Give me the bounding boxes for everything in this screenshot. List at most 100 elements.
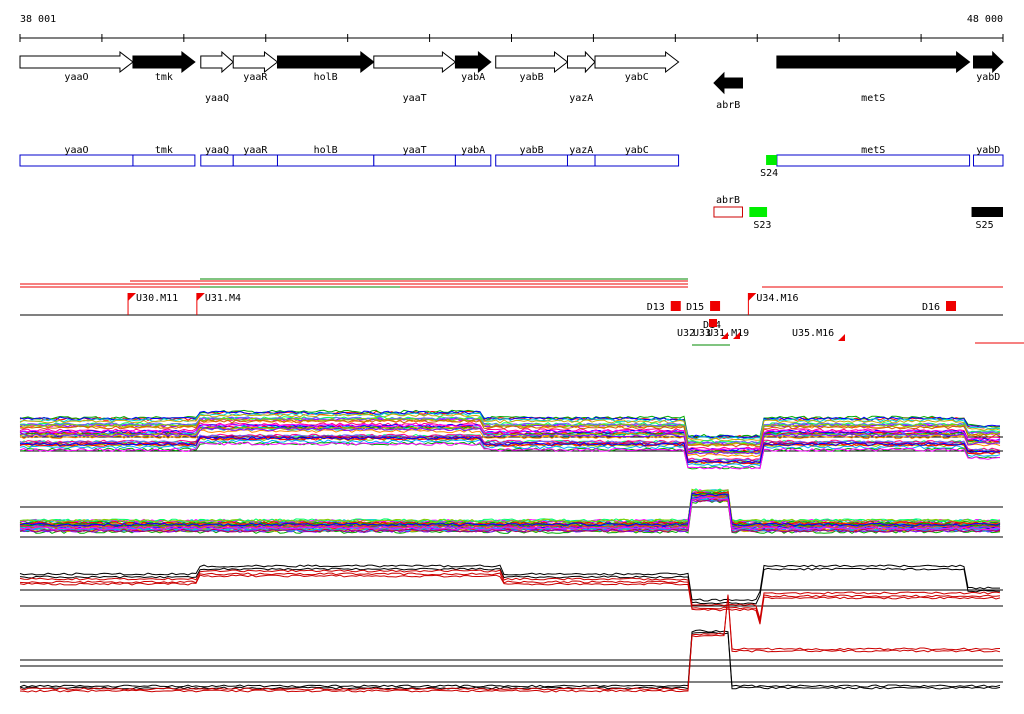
signal-flag xyxy=(748,293,757,301)
cds-label: yaaR xyxy=(243,145,268,156)
expression-profile-line xyxy=(19,441,1001,470)
signal-label: D15 xyxy=(686,302,704,313)
expression-profile-line xyxy=(19,422,1001,451)
expression-profile-line xyxy=(19,435,1001,464)
rna-box xyxy=(713,206,743,218)
cds-box xyxy=(19,154,134,167)
gene-arrow xyxy=(454,50,492,74)
signal-square xyxy=(709,319,717,327)
expression-profile-line xyxy=(19,595,1001,693)
gene-arrow xyxy=(276,50,375,74)
signal-flag xyxy=(838,334,845,341)
signal-label: U35.M16 xyxy=(792,328,834,339)
marker-block xyxy=(766,155,777,165)
cds-box xyxy=(132,154,196,167)
expression-profile-line xyxy=(19,427,1001,455)
signal-label: U31.M4 xyxy=(205,293,241,304)
expression-profile-line xyxy=(19,594,1001,691)
gene-label: yaaO xyxy=(64,72,88,83)
gene-arrow xyxy=(594,50,680,74)
signal-flag xyxy=(733,332,740,339)
gene-label: tmk xyxy=(155,72,173,83)
rna-box-label: abrB xyxy=(716,195,740,206)
signal-square xyxy=(710,301,721,311)
overlap-label: U32 xyxy=(677,328,695,339)
gene-arrow xyxy=(200,50,234,74)
signal-flag xyxy=(721,332,728,339)
signal-flag xyxy=(128,293,137,301)
cds-label: yabD xyxy=(976,145,1000,156)
expression-profile-line xyxy=(19,417,1001,446)
gene-label: yaaT xyxy=(403,93,427,104)
gene-arrow xyxy=(19,50,134,74)
cds-label: yabA xyxy=(461,145,485,156)
cds-label: yaaQ xyxy=(205,145,229,156)
cds-box xyxy=(566,154,596,167)
expression-profile-line xyxy=(19,572,1001,622)
cds-box xyxy=(276,154,375,167)
signal-label: D16 xyxy=(922,302,940,313)
gene-arrow xyxy=(495,50,569,74)
cds-label: yabC xyxy=(625,145,649,156)
cds-box xyxy=(232,154,278,167)
cds-label: yaaT xyxy=(403,145,427,156)
signal-square xyxy=(670,301,681,311)
gene-label: yazA xyxy=(569,93,593,104)
expression-profile-line xyxy=(19,564,1000,602)
gene-arrow xyxy=(566,50,596,74)
expression-profile-line xyxy=(19,631,1001,690)
ruler-end-label: 48 000 xyxy=(967,14,1003,25)
marker-label: S23 xyxy=(753,220,771,231)
signal-flag xyxy=(196,293,205,301)
expression-profile-line xyxy=(19,435,1001,464)
expression-profile-line xyxy=(19,569,1001,620)
expression-profile-line xyxy=(19,433,1001,462)
marker-label: S25 xyxy=(976,220,994,231)
gene-label: abrB xyxy=(716,100,740,111)
marker-label: S24 xyxy=(760,168,778,179)
marker-block xyxy=(971,207,1003,217)
cds-label: holB xyxy=(314,145,338,156)
coordinate-ruler: 38 001 48 000 xyxy=(19,14,1004,42)
cds-box xyxy=(594,154,680,167)
gene-label: yabD xyxy=(976,72,1000,83)
gene-label: yaaQ xyxy=(205,93,229,104)
cds-label: metS xyxy=(861,145,885,156)
expression-profile-line xyxy=(19,498,1001,533)
expression-profiles-track xyxy=(19,409,1003,693)
cds-label: yazA xyxy=(569,145,593,156)
expression-profile-line xyxy=(19,488,1001,523)
cds-box xyxy=(973,154,1004,167)
cds-box xyxy=(373,154,456,167)
gene-label: holB xyxy=(314,72,338,83)
expression-profile-line xyxy=(19,567,1000,605)
signal-label: U30.M11 xyxy=(136,293,178,304)
gene-label: yabC xyxy=(625,72,649,83)
expression-profile-line xyxy=(19,574,1001,625)
cds-label: yabB xyxy=(520,145,544,156)
gene-label: yabB xyxy=(520,72,544,83)
cds-box xyxy=(454,154,492,167)
gene-arrows-track: yaaO tmk yaaQ yaaR holB yaaT yabA yabB yazA yabC a… xyxy=(19,50,1004,111)
gene-label: yaaR xyxy=(243,72,268,83)
signal-label: D13 xyxy=(647,302,665,313)
gene-arrow xyxy=(713,71,743,95)
gene-arrow xyxy=(232,50,279,74)
expression-profile-line xyxy=(19,489,1001,523)
cds-box xyxy=(200,154,234,167)
expression-profile-line xyxy=(19,496,1001,531)
expression-profile-line xyxy=(19,433,1001,462)
gene-arrow xyxy=(132,50,196,74)
ruler-ticks xyxy=(19,34,1004,42)
signal-square xyxy=(946,301,957,311)
expression-profile-line xyxy=(19,410,1001,439)
expression-profile-line xyxy=(19,629,1001,688)
gene-label: yabA xyxy=(461,72,485,83)
gene-arrow xyxy=(973,50,1004,74)
cds-box xyxy=(776,154,971,167)
expression-profile-line xyxy=(19,419,1001,448)
expression-profile-line xyxy=(19,488,1001,523)
gene-arrow xyxy=(373,50,457,74)
expression-profile-line xyxy=(19,434,1000,463)
